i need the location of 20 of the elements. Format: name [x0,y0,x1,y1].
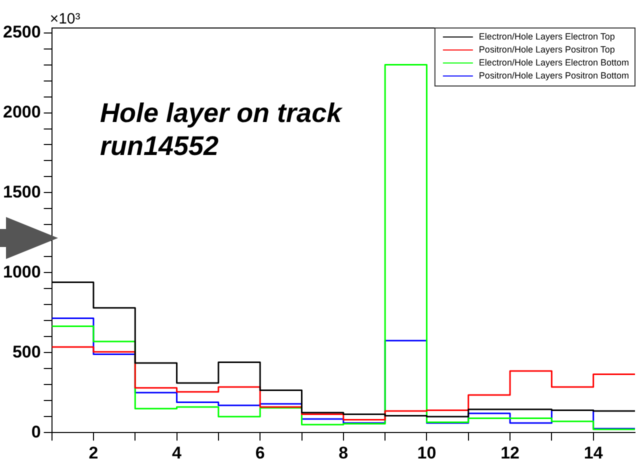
annotation: Hole layer on track [100,98,344,128]
y-tick-label: 1500 [2,182,41,202]
x-tick-label: 10 [417,443,436,462]
x-tick-label: 8 [338,443,348,462]
legend-label: Electron/Hole Layers Electron Bottom [478,57,630,68]
legend-label: Electron/Hole Layers Electron Top [478,31,615,42]
y-tick-label: 0 [31,422,41,442]
legend-label: Positron/Hole Layers Positron Top [478,44,615,54]
annotation: run14552 [100,131,219,161]
y-tick-label: 500 [12,342,41,362]
x-tick-label: 12 [500,443,520,462]
x-tick-label: 4 [172,443,182,462]
y-tick-label: 2500 [2,22,41,42]
y-axis-title: ×10³ [50,10,80,28]
x-tick-label: 14 [584,443,604,462]
legend-label: Positron/Hole Layers Positron Bottom [478,70,630,80]
y-tick-label: 1000 [2,262,41,282]
x-tick-label: 6 [255,443,265,462]
x-tick-label: 2 [88,443,98,462]
y-tick-label: 2000 [2,102,41,122]
